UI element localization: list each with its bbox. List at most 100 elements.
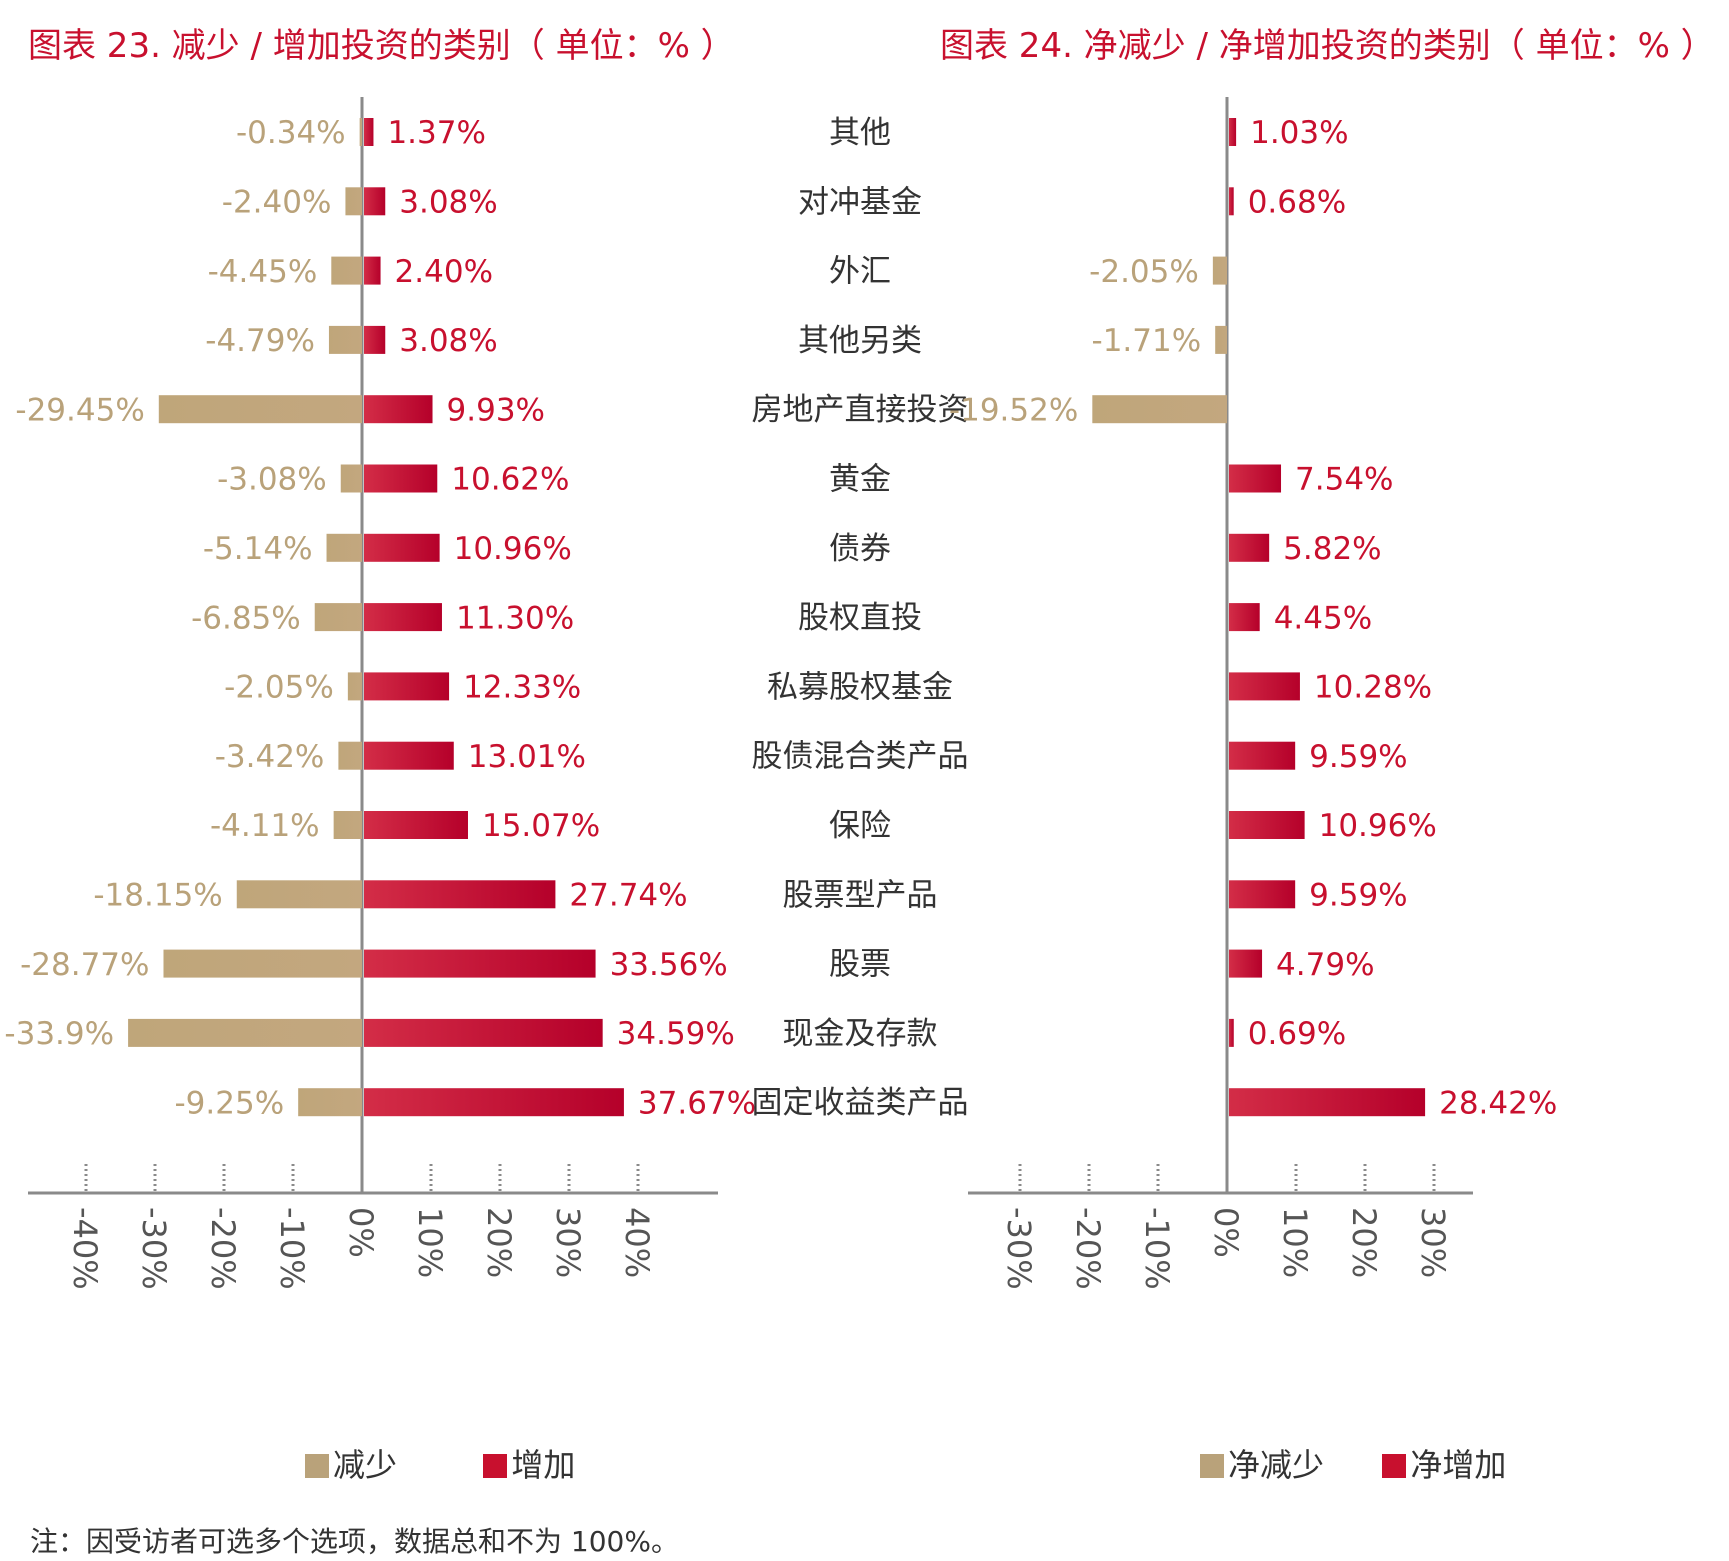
left-chart-bar-decrease — [359, 118, 362, 146]
chart-left: -40% -30% -20% -10% 0% 10% 20% 30% 40% -0.34% 1.37… — [4, 97, 756, 1290]
chart-right-title: 图表 24. 净减少 / 净增加投资的类别（ 单位：% ） — [940, 26, 1715, 66]
chart-right: -30% -20% -10% 0% 10% 20% 30% 1.03% 0.68% -2.05% -… — [949, 97, 1557, 1290]
left-chart-data-label: 10.62% — [451, 462, 569, 498]
left-chart-bar-decrease — [331, 256, 362, 285]
right-chart-data-label: 4.79% — [1276, 947, 1374, 983]
legend-item-decrease: 减少 — [305, 1446, 397, 1484]
left-chart-bar-decrease — [338, 741, 362, 770]
left-chart-bar-increase — [364, 949, 596, 978]
right-chart-tick-label: 10% — [1276, 1207, 1314, 1278]
right-chart-data-label: 0.68% — [1248, 184, 1346, 220]
left-chart-data-label: -18.15% — [93, 877, 222, 913]
left-chart-data-label: -0.34% — [236, 115, 346, 151]
left-chart-bar-increase — [364, 118, 374, 146]
left-chart-tick-label: -40% — [66, 1207, 104, 1290]
category-label: 股债混合类产品 — [752, 739, 969, 775]
right-chart-tick-label: 20% — [1345, 1207, 1383, 1278]
category-label: 外汇 — [829, 254, 891, 290]
right-chart-tick-label: -30% — [1000, 1207, 1038, 1290]
left-chart-bar-increase — [364, 325, 386, 354]
right-chart-tick-label: 0% — [1207, 1207, 1245, 1258]
left-chart-bar-increase — [364, 603, 442, 632]
left-chart-data-label: 13.01% — [468, 739, 586, 775]
left-chart-bar-decrease — [333, 811, 362, 839]
right-chart-data-label: -2.05% — [1089, 254, 1199, 290]
left-chart-data-label: -28.77% — [20, 947, 149, 983]
legend-item-net-decrease: 净减少 — [1200, 1446, 1324, 1484]
left-chart-bar-decrease — [314, 603, 362, 632]
left-chart-data-label: -3.08% — [217, 462, 327, 498]
left-chart-tick-label: 20% — [480, 1207, 518, 1278]
category-label: 黄金 — [829, 462, 891, 498]
left-chart-data-label: 34.59% — [617, 1016, 735, 1052]
left-chart-data-label: 10.96% — [454, 531, 572, 567]
left-chart-data-label: 12.33% — [463, 670, 581, 706]
left-chart-data-label: -2.40% — [222, 184, 332, 220]
left-chart-bar-increase — [364, 256, 381, 285]
right-chart-bar-increase — [1229, 603, 1260, 632]
right-chart-bar-increase — [1229, 187, 1234, 216]
legend-label-decrease: 减少 — [333, 1446, 398, 1484]
legend-label-net-decrease: 净减少 — [1228, 1446, 1325, 1484]
right-chart-bar-increase — [1229, 880, 1296, 909]
right-chart-data-label: 0.69% — [1248, 1016, 1346, 1052]
left-chart-data-label: -3.42% — [215, 739, 325, 775]
left-chart-data-label: 3.08% — [399, 323, 497, 359]
category-label: 股权直投 — [798, 600, 922, 636]
legend-right: 净减少 净增加 — [1200, 1440, 1506, 1486]
left-chart-data-label: 33.56% — [610, 947, 728, 983]
category-labels: 其他对冲基金外汇其他另类房地产直接投资黄金债券股权直投私募股权基金股债混合类产品… — [752, 115, 969, 1121]
right-chart-data-label: 4.45% — [1274, 600, 1372, 636]
legend-left: 减少 增加 — [305, 1440, 575, 1486]
left-chart-bar-decrease — [345, 187, 362, 216]
right-chart-bar-increase — [1229, 1018, 1234, 1047]
left-chart-data-label: 1.37% — [387, 115, 485, 151]
legend-swatch-net-increase — [1382, 1454, 1407, 1478]
category-label: 其他另类 — [798, 323, 922, 359]
left-chart-bar-decrease — [298, 1088, 362, 1117]
category-label: 股票 — [829, 947, 891, 983]
legend-item-net-increase: 净增加 — [1382, 1446, 1506, 1484]
left-chart-data-label: -5.14% — [203, 531, 313, 567]
left-chart-data-label: 2.40% — [395, 254, 493, 290]
left-chart-tick-label: 40% — [618, 1207, 656, 1278]
category-label: 房地产直接投资 — [752, 392, 969, 428]
right-chart-tick-label: -20% — [1069, 1207, 1107, 1290]
left-chart-data-label: -4.11% — [210, 808, 320, 844]
right-chart-data-label: 5.82% — [1283, 531, 1381, 567]
left-chart-data-label: -4.45% — [208, 254, 318, 290]
legend-label-net-increase: 净增加 — [1410, 1446, 1507, 1484]
right-chart-bar-decrease — [1092, 395, 1227, 424]
right-chart-data-label: 10.96% — [1319, 808, 1437, 844]
left-chart-data-label: -2.05% — [224, 670, 334, 706]
right-chart-data-label: -1.71% — [1092, 323, 1202, 359]
legend-swatch-net-decrease — [1200, 1454, 1224, 1478]
right-chart-bar-increase — [1229, 741, 1296, 770]
left-chart-tick-label: 10% — [411, 1207, 449, 1278]
right-chart-bar-increase — [1229, 672, 1300, 701]
left-chart-bar-decrease — [347, 672, 362, 701]
left-chart-bar-decrease — [128, 1018, 362, 1047]
left-chart-bar-decrease — [236, 880, 362, 909]
category-label: 固定收益类产品 — [752, 1085, 969, 1121]
left-chart-data-label: -6.85% — [191, 600, 301, 636]
left-chart-bar-decrease — [340, 464, 362, 493]
right-chart-data-label: 7.54% — [1295, 462, 1393, 498]
left-chart-data-label: 11.30% — [456, 600, 574, 636]
category-label: 对冲基金 — [798, 184, 922, 220]
right-chart-bar-increase — [1229, 949, 1263, 978]
left-chart-data-label: 15.07% — [482, 808, 600, 844]
left-chart-bar-increase — [364, 187, 386, 216]
right-chart-bar-increase — [1229, 118, 1237, 146]
category-label: 其他 — [829, 115, 891, 151]
left-chart-data-label: -29.45% — [15, 392, 144, 428]
chart-left-title: 图表 23. 减少 / 增加投资的类别（ 单位：% ） — [28, 26, 735, 66]
left-chart-bar-increase — [364, 395, 433, 424]
legend-item-increase: 增加 — [483, 1446, 575, 1484]
left-chart-bar-increase — [364, 880, 556, 909]
left-chart-tick-label: 30% — [549, 1207, 587, 1278]
left-chart-bar-increase — [364, 672, 450, 701]
right-chart-bar-decrease — [1215, 325, 1227, 354]
right-chart-data-label: 1.03% — [1250, 115, 1348, 151]
